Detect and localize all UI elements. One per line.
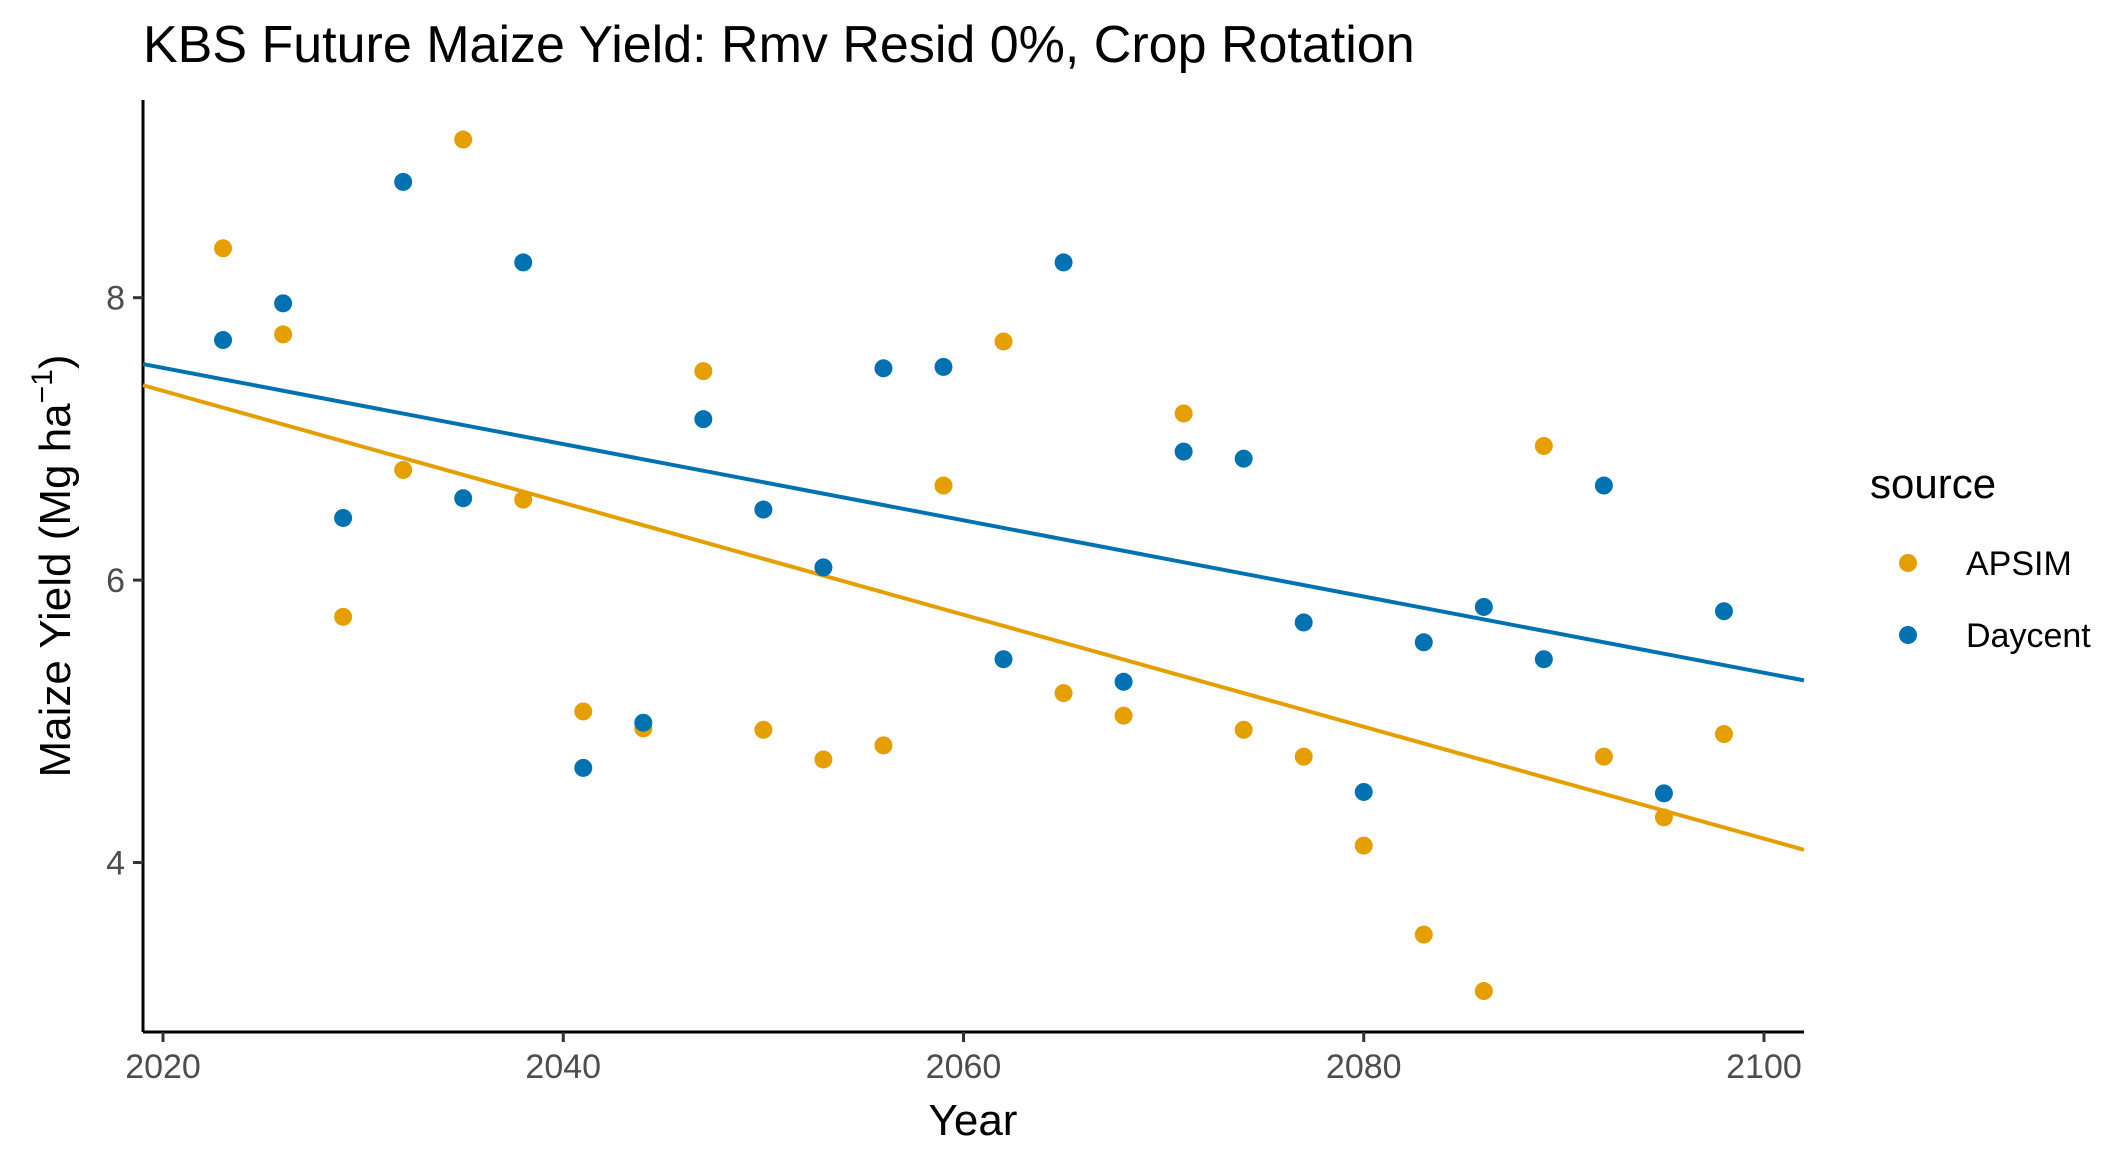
point-apsim	[1174, 404, 1193, 423]
point-daycent	[454, 489, 473, 508]
point-daycent	[694, 410, 713, 429]
point-apsim	[394, 460, 413, 479]
point-daycent	[814, 558, 833, 577]
points	[214, 130, 1733, 1001]
point-apsim	[1114, 706, 1133, 725]
trend-line-daycent	[142, 362, 1805, 683]
point-daycent	[1114, 672, 1133, 691]
y-tick-label: 4	[106, 845, 125, 883]
point-apsim	[754, 720, 773, 739]
point-daycent	[574, 758, 593, 777]
y-axis-title-close: )	[31, 354, 80, 369]
point-daycent	[994, 650, 1013, 669]
point-apsim	[1294, 747, 1313, 766]
legend-key-apsim	[1899, 554, 1917, 572]
point-apsim	[1354, 836, 1373, 855]
point-daycent	[394, 172, 413, 191]
point-daycent	[1294, 613, 1313, 632]
point-apsim	[1534, 436, 1553, 455]
point-apsim	[1474, 982, 1493, 1001]
point-apsim	[454, 130, 473, 149]
point-daycent	[1654, 784, 1673, 803]
y-ticks: 4 6 8	[106, 280, 143, 883]
point-daycent	[634, 713, 653, 732]
point-daycent	[754, 500, 773, 519]
y-axis-title-main: Maize Yield (Mg ha	[31, 403, 80, 778]
point-daycent	[1234, 449, 1253, 468]
point-daycent	[1474, 597, 1493, 616]
point-apsim	[814, 750, 833, 769]
point-daycent	[514, 253, 533, 272]
x-ticks: 2020 2040 2060 2080 2100	[125, 1032, 1802, 1086]
point-daycent	[934, 357, 953, 376]
x-tick-label: 2100	[1726, 1048, 1802, 1086]
trend-line-apsim	[142, 383, 1805, 852]
trend-lines	[142, 362, 1805, 852]
point-daycent	[1714, 602, 1733, 621]
legend-label-apsim: APSIM	[1966, 545, 2072, 583]
y-axis-title: Maize Yield (Mg ha−1)	[26, 354, 80, 777]
legend-key-daycent	[1899, 626, 1917, 644]
legend-title: source	[1870, 460, 1996, 507]
point-daycent	[334, 508, 353, 527]
point-apsim	[1714, 725, 1733, 744]
y-tick-label: 6	[106, 562, 125, 600]
point-apsim	[694, 362, 713, 381]
legend-items: APSIM Daycent	[1899, 545, 2091, 655]
point-daycent	[1534, 650, 1553, 669]
point-daycent	[1354, 782, 1373, 801]
legend: source APSIM Daycent	[1870, 460, 2091, 655]
point-apsim	[994, 332, 1013, 351]
chart-title: KBS Future Maize Yield: Rmv Resid 0%, Cr…	[143, 16, 1415, 74]
point-daycent	[214, 331, 233, 350]
legend-label-daycent: Daycent	[1966, 617, 2091, 655]
point-apsim	[1234, 720, 1253, 739]
x-tick-label: 2040	[525, 1048, 601, 1086]
point-daycent	[274, 294, 293, 313]
x-tick-label: 2060	[926, 1048, 1002, 1086]
y-axis-title-superscript: −1	[26, 369, 59, 403]
point-apsim	[274, 325, 293, 344]
point-daycent	[874, 359, 893, 378]
x-axis-title: Year	[929, 1096, 1018, 1145]
point-daycent	[1174, 442, 1193, 461]
point-apsim	[514, 490, 533, 509]
point-apsim	[874, 736, 893, 755]
point-daycent	[1054, 253, 1073, 272]
point-apsim	[1414, 925, 1433, 944]
x-tick-label: 2080	[1326, 1048, 1402, 1086]
point-apsim	[574, 702, 593, 721]
point-apsim	[934, 476, 953, 495]
point-apsim	[214, 239, 233, 258]
point-apsim	[1054, 684, 1073, 703]
axes	[141, 100, 1804, 1034]
point-apsim	[334, 607, 353, 626]
y-tick-label: 8	[106, 280, 125, 318]
point-apsim	[1654, 808, 1673, 827]
point-daycent	[1594, 476, 1613, 495]
point-apsim	[1594, 747, 1613, 766]
point-daycent	[1414, 633, 1433, 652]
x-tick-label: 2020	[125, 1048, 201, 1086]
